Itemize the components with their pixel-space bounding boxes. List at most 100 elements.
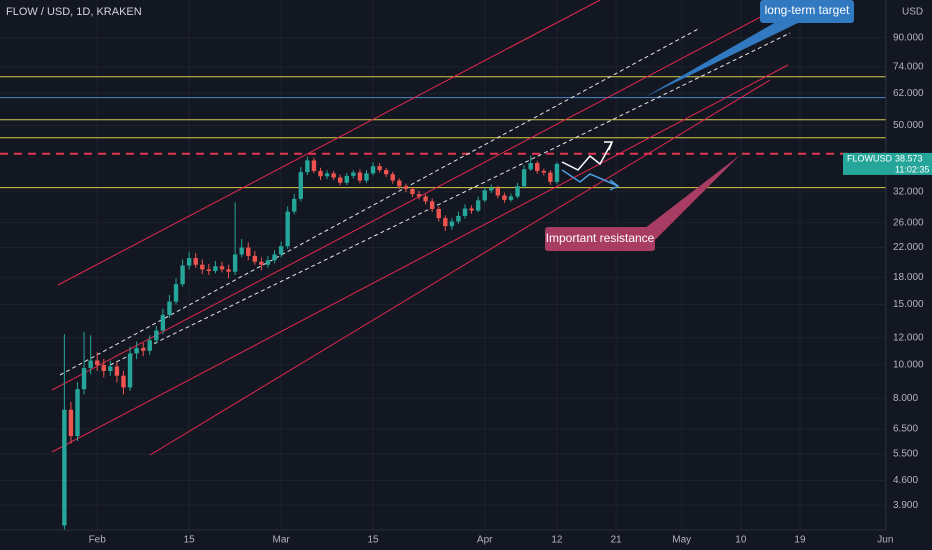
candle-body — [140, 348, 146, 351]
candle-body — [62, 409, 67, 526]
channel-line — [51, 64, 789, 453]
candle-body — [495, 188, 501, 196]
y-tick-label: 50.000 — [893, 120, 924, 131]
candle-body — [259, 261, 264, 265]
dashed-channel — [59, 27, 791, 376]
y-tick-label: 5.500 — [893, 449, 918, 460]
candle-body — [436, 208, 441, 219]
candle-body — [416, 194, 422, 197]
candle-body — [180, 265, 185, 285]
x-tick-label: Feb — [89, 535, 107, 546]
candle-body — [462, 208, 468, 216]
channel-line — [51, 11, 771, 391]
candle-body — [475, 200, 481, 211]
candle-body — [154, 330, 159, 341]
callout-box — [760, 0, 854, 23]
dashed-line — [109, 32, 791, 366]
arrow-head — [604, 141, 614, 151]
candle-body — [160, 314, 166, 331]
x-tick-label: Mar — [272, 535, 290, 546]
candle-body — [397, 180, 402, 187]
candle-body — [278, 246, 284, 255]
candle-body — [298, 172, 304, 199]
candle-body — [81, 367, 87, 390]
y-tick-label: 15.000 — [893, 299, 924, 310]
candle-body — [521, 169, 527, 187]
candle-body — [443, 218, 448, 227]
callout-pointer — [645, 14, 800, 97]
candle-body — [410, 188, 415, 195]
x-tick-label: 15 — [367, 535, 379, 546]
annotation: long-term target — [765, 3, 850, 17]
y-tick-label: 12.000 — [893, 332, 924, 343]
candle-body — [331, 173, 336, 178]
symbol: FLOWUSD — [847, 153, 893, 163]
candle-body — [239, 247, 244, 255]
candle-body — [311, 160, 317, 171]
y-tick-label: 26.000 — [893, 217, 924, 228]
candle-body — [246, 247, 251, 256]
x-tick-label: May — [672, 535, 691, 546]
candle-body — [219, 266, 225, 270]
candle-body — [508, 196, 514, 200]
candle-body — [482, 190, 487, 201]
candle-body — [318, 170, 323, 177]
candle-body — [324, 173, 330, 177]
candle-body — [403, 186, 409, 189]
candle-body — [265, 260, 271, 265]
candle-body — [423, 196, 428, 202]
y-tick-label: 8.000 — [893, 393, 918, 404]
price-axis — [886, 0, 932, 550]
x-tick-label: 19 — [794, 535, 806, 546]
y-tick-label: 62.000 — [893, 88, 924, 99]
callout-box — [545, 227, 655, 251]
candle-body — [95, 360, 100, 365]
candle-body — [305, 160, 310, 173]
dashed-line — [59, 27, 701, 376]
candle-body — [75, 389, 80, 437]
y-tick-label: 32.000 — [893, 186, 924, 197]
x-tick-label: 12 — [551, 535, 563, 546]
candle-body — [193, 258, 198, 265]
candle-body — [364, 173, 369, 181]
x-tick-label: Apr — [477, 535, 493, 546]
y-tick-label: 6.500 — [893, 424, 918, 435]
projection-arrow — [561, 141, 613, 171]
currency: USD — [902, 7, 923, 18]
candle-body — [226, 269, 231, 272]
candle-body — [535, 163, 540, 171]
candle-body — [338, 177, 343, 183]
annotation: Important resistance — [546, 231, 655, 245]
candle-body — [285, 211, 290, 247]
candle-body — [206, 269, 212, 271]
candle-body — [173, 284, 179, 302]
candle-body — [213, 266, 218, 271]
candle-body — [383, 170, 389, 175]
arrow-head — [609, 179, 620, 191]
candle-body — [127, 353, 133, 388]
channel-line — [149, 79, 771, 456]
candle-body — [186, 258, 192, 266]
candle-body — [114, 366, 120, 376]
candle-body — [489, 188, 494, 191]
candle-body — [88, 360, 93, 368]
candle-body — [252, 255, 258, 262]
candle-body — [548, 172, 553, 182]
candle-body — [515, 186, 520, 197]
candle-body — [390, 174, 395, 181]
y-tick-label: 4.600 — [893, 475, 918, 486]
candle-body — [232, 254, 238, 272]
x-tick-label: 10 — [735, 535, 747, 546]
y-tick-label: 3.900 — [893, 500, 918, 511]
x-tick-label: 15 — [184, 535, 196, 546]
x-tick-label: Jun — [877, 535, 893, 546]
candle-body — [429, 201, 435, 209]
candle-body — [357, 172, 363, 181]
projection-arrow — [561, 169, 619, 187]
candle-body — [167, 301, 172, 315]
levels — [0, 76, 886, 189]
candle-body — [68, 409, 74, 437]
candle-body — [272, 254, 277, 261]
channel-line — [57, 0, 601, 286]
candle-body — [200, 264, 205, 270]
